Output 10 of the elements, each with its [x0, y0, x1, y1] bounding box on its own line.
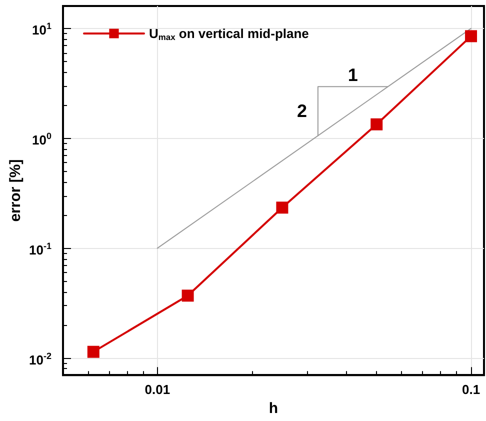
- x-tick-label: 0.1: [462, 382, 480, 398]
- y-axis-title: error [%]: [7, 159, 24, 222]
- y-tick-label: 10$^{1}$: [32, 20, 52, 38]
- x-tick-label: 0.01: [144, 382, 170, 398]
- y-tick-label: 10$^{0}$: [32, 130, 52, 148]
- y-tick-label: 10$^{-2}$: [29, 350, 52, 368]
- annotation: 1: [348, 64, 358, 85]
- x-axis-title: h: [268, 400, 278, 417]
- y-tick-label: 10$^{-1}$: [29, 240, 52, 258]
- annotation: 2: [296, 101, 307, 122]
